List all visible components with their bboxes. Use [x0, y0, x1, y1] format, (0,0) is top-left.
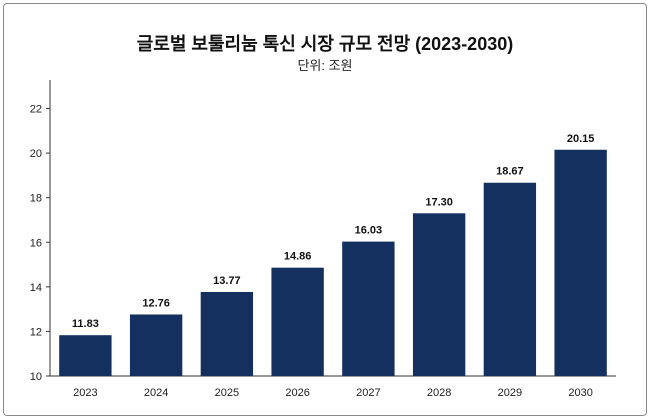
bar-2023: [59, 335, 112, 376]
x-tick-label-2029: 2029: [498, 387, 522, 399]
y-tick-label: 16: [30, 237, 42, 249]
bar-2029: [483, 182, 537, 376]
value-label-2024: 12.76: [142, 297, 170, 309]
chart-frame: 글로벌 보툴리눔 톡신 시장 규모 전망 (2023-2030) 단위: 조원 …: [3, 3, 647, 416]
bar-2028: [412, 213, 466, 376]
x-tick-label-2028: 2028: [427, 387, 451, 399]
chart-subtitle: 단위: 조원: [297, 58, 353, 73]
x-tick-label-2025: 2025: [215, 387, 239, 399]
y-tick-label: 10: [30, 371, 42, 383]
y-tick-label: 18: [30, 193, 42, 205]
x-tick-label-2023: 2023: [73, 387, 97, 399]
value-label-2030: 20.15: [567, 133, 595, 145]
bar-chart: 10 12 14 16 18 20 22 11.83 12.76 13.77 14.86 16.03…: [30, 80, 616, 399]
value-labels: 11.83 12.76 13.77 14.86 16.03 17.30 18.67 20.15: [72, 133, 594, 330]
bars: [59, 149, 607, 376]
value-label-2023: 11.83: [72, 318, 99, 330]
y-tick-label: 20: [30, 148, 42, 160]
y-tick-label: 14: [30, 282, 42, 294]
value-label-2028: 17.30: [425, 196, 453, 208]
x-tick-label-2026: 2026: [285, 387, 309, 399]
bar-2025: [200, 291, 254, 376]
x-tick-label-2024: 2024: [144, 387, 168, 399]
bar-2024: [129, 314, 183, 376]
x-axis-ticks: 2023 2024 2025 2026 2027 2028 2029 2030: [73, 387, 593, 399]
x-tick-label-2030: 2030: [568, 387, 592, 399]
x-tick-label-2027: 2027: [356, 387, 380, 399]
value-label-2029: 18.67: [496, 166, 524, 178]
value-label-2027: 16.03: [355, 225, 383, 237]
y-tick-label: 22: [30, 104, 42, 116]
bar-2030: [554, 149, 607, 376]
chart-title: 글로벌 보툴리눔 톡신 시장 규모 전망 (2023-2030): [136, 34, 514, 54]
bar-2027: [342, 241, 395, 376]
value-label-2025: 13.77: [213, 275, 241, 287]
value-label-2026: 14.86: [284, 251, 312, 263]
bar-2026: [271, 267, 324, 376]
y-axis-ticks: 10 12 14 16 18 20 22: [30, 104, 50, 383]
y-tick-label: 12: [30, 326, 42, 338]
